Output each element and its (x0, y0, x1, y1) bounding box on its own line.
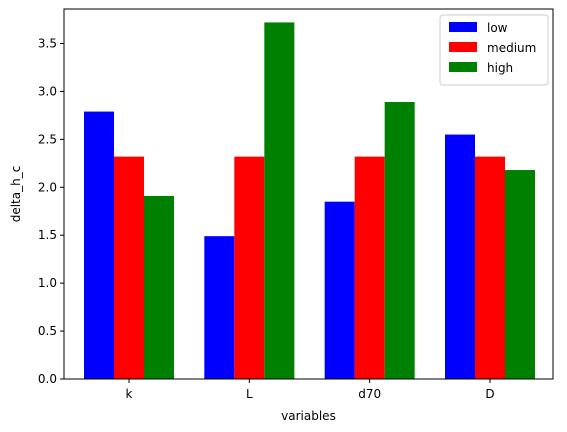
bar-low-k (84, 111, 114, 380)
x-tick-label-k: k (126, 387, 133, 401)
bar-high-D (505, 170, 535, 379)
y-axis-ticks: 0.0 0.5 1.0 1.5 2.0 2.5 3.0 3.5 (38, 37, 64, 386)
bar-medium-d70 (354, 156, 385, 379)
y-tick-label: 0.0 (38, 372, 57, 386)
legend-swatch-low (449, 22, 477, 32)
y-tick-label: 3.5 (38, 37, 57, 51)
x-axis-label: variables (281, 409, 336, 423)
bar-low-D (445, 134, 475, 379)
bar-medium-k (114, 156, 144, 379)
legend-label-low: low (487, 21, 508, 35)
y-tick-label: 2.5 (38, 132, 57, 146)
bar-low-d70 (324, 201, 355, 379)
legend-label-medium: medium (487, 41, 536, 55)
bar-high-k (144, 195, 174, 379)
y-tick-label: 1.5 (38, 228, 57, 242)
y-tick-label: 3.0 (38, 84, 57, 98)
bar-low-L (204, 236, 235, 379)
y-tick-label: 1.0 (38, 276, 57, 290)
legend-swatch-high (449, 62, 477, 72)
legend-label-high: high (487, 61, 513, 75)
y-axis-label: delta_h_c (9, 166, 23, 223)
y-tick-label: 2.0 (38, 180, 57, 194)
bar-high-L (264, 22, 295, 380)
y-tick-label: 0.5 (38, 324, 57, 338)
plot-frame (63, 8, 554, 380)
x-tick-label-d70: d70 (358, 387, 381, 401)
bar-high-d70 (384, 101, 415, 379)
x-tick-label-D: D (485, 387, 494, 401)
x-tick-label-L: L (246, 387, 253, 401)
bar-medium-L (234, 156, 265, 379)
bar-medium-D (475, 156, 505, 379)
legend: low medium high (439, 14, 549, 86)
legend-swatch-medium (449, 42, 477, 52)
bars-group (84, 22, 535, 380)
